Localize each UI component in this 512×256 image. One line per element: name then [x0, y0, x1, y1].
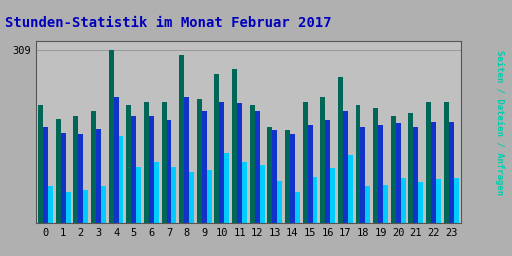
Bar — [202, 111, 207, 223]
Bar — [96, 129, 101, 223]
Bar — [154, 162, 159, 223]
Bar — [325, 120, 330, 223]
Text: Seiten / Dateien / Anfragen: Seiten / Dateien / Anfragen — [495, 50, 504, 195]
Bar — [348, 155, 353, 223]
Bar — [61, 133, 66, 223]
Bar — [409, 113, 413, 223]
Bar — [267, 127, 272, 223]
Bar — [378, 125, 383, 223]
Bar — [242, 162, 247, 223]
Bar — [355, 105, 360, 223]
Bar — [413, 127, 418, 223]
Bar — [220, 102, 224, 223]
Bar — [73, 116, 78, 223]
Bar — [250, 105, 254, 223]
Bar — [418, 182, 423, 223]
Bar — [295, 192, 300, 223]
Bar — [272, 130, 277, 223]
Bar — [56, 119, 61, 223]
Bar — [114, 97, 119, 223]
Bar — [224, 153, 229, 223]
Bar — [119, 136, 123, 223]
Bar — [431, 122, 436, 223]
Bar — [189, 172, 194, 223]
Bar — [172, 167, 176, 223]
Bar — [149, 116, 154, 223]
Bar — [83, 190, 88, 223]
Text: Stunden-Statistik im Monat Februar 2017: Stunden-Statistik im Monat Februar 2017 — [5, 16, 332, 30]
Bar — [126, 105, 131, 223]
Bar — [101, 186, 106, 223]
Bar — [312, 177, 317, 223]
Bar — [373, 108, 378, 223]
Bar — [136, 167, 141, 223]
Bar — [338, 77, 343, 223]
Bar — [366, 186, 370, 223]
Bar — [330, 168, 335, 223]
Bar — [91, 111, 96, 223]
Bar — [285, 130, 290, 223]
Bar — [454, 178, 459, 223]
Bar — [179, 55, 184, 223]
Bar — [391, 116, 396, 223]
Bar — [303, 102, 308, 223]
Bar — [360, 127, 366, 223]
Bar — [232, 69, 237, 223]
Bar — [48, 186, 53, 223]
Bar — [43, 127, 48, 223]
Bar — [78, 134, 83, 223]
Bar — [166, 120, 172, 223]
Bar — [426, 102, 431, 223]
Bar — [449, 122, 454, 223]
Bar — [290, 134, 295, 223]
Bar — [144, 102, 149, 223]
Bar — [436, 179, 441, 223]
Bar — [321, 97, 325, 223]
Bar — [215, 74, 220, 223]
Bar — [131, 116, 136, 223]
Bar — [184, 97, 189, 223]
Bar — [38, 105, 43, 223]
Bar — [396, 123, 401, 223]
Bar — [343, 111, 348, 223]
Bar — [254, 111, 260, 223]
Bar — [277, 181, 282, 223]
Bar — [66, 192, 71, 223]
Bar — [444, 102, 449, 223]
Bar — [162, 102, 166, 223]
Bar — [401, 178, 406, 223]
Bar — [207, 169, 211, 223]
Bar — [197, 100, 202, 223]
Bar — [260, 165, 265, 223]
Bar — [383, 185, 388, 223]
Bar — [109, 50, 114, 223]
Bar — [308, 125, 312, 223]
Bar — [237, 103, 242, 223]
